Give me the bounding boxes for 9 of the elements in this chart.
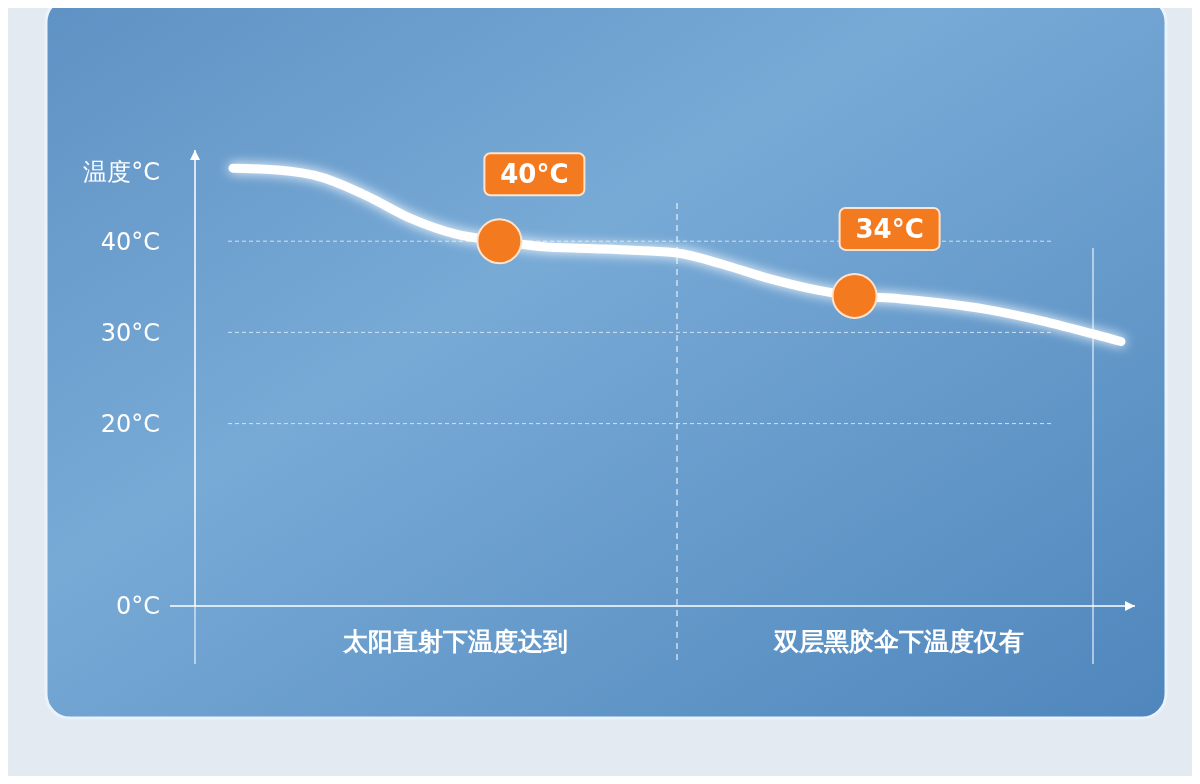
x-tick-label: 双层黑胶伞下温度仅有 (773, 627, 1024, 656)
data-label: 34°C (855, 213, 924, 244)
y-tick-label: 20°C (100, 410, 160, 438)
y-axis-title: 温度°C (83, 158, 160, 186)
y-tick-label: 40°C (100, 227, 160, 256)
y-tick-label: 0°C (115, 592, 160, 621)
y-tick-label: 30°C (100, 318, 160, 347)
x-tick-label: 太阳直射下温度达到 (341, 627, 568, 656)
data-label: 40°C (500, 159, 569, 190)
